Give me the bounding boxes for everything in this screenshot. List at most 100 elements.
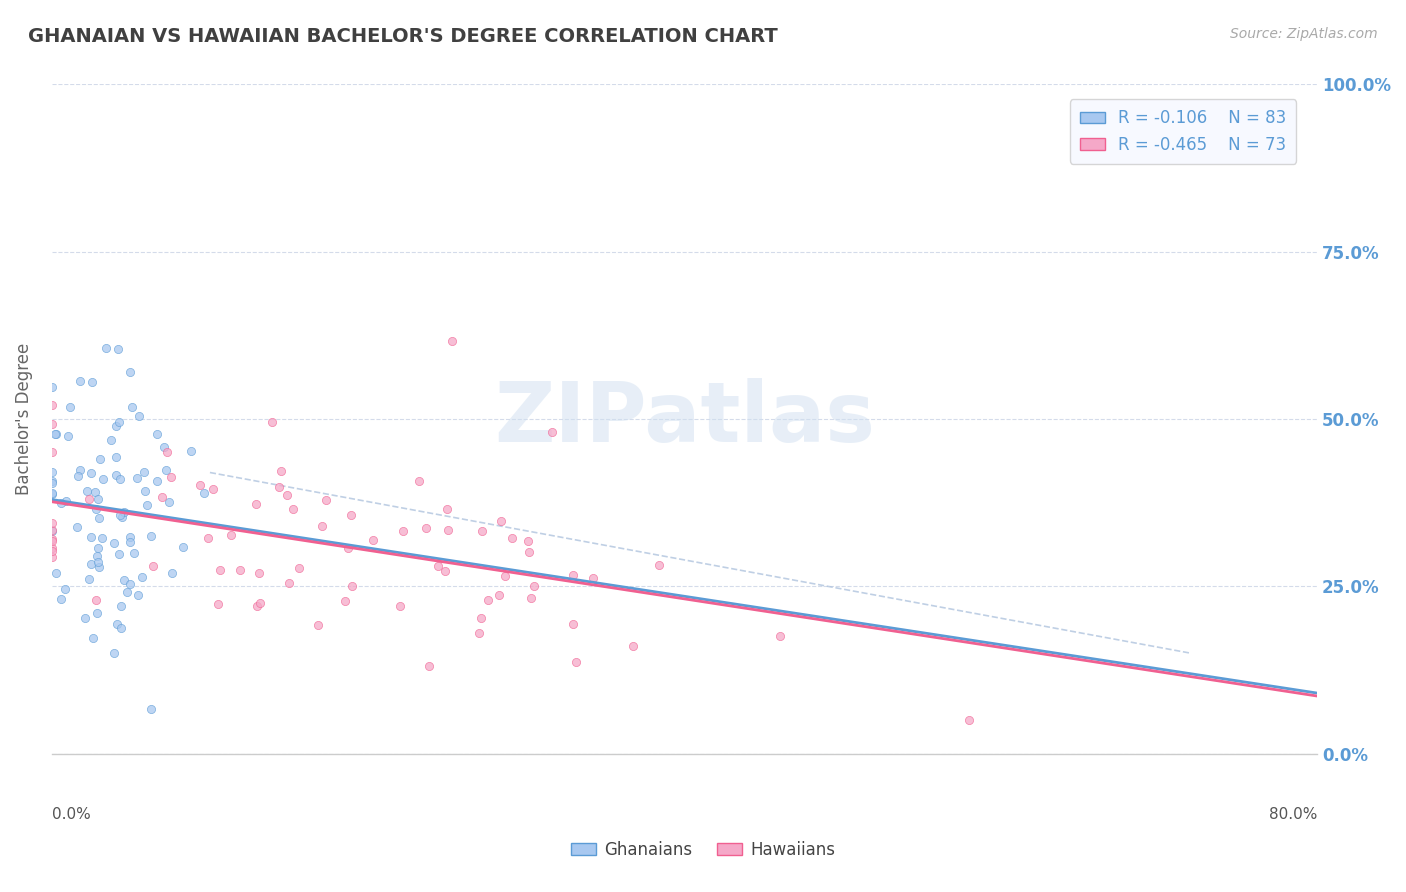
Point — [41, 445, 63, 459]
Point — [41, 550, 63, 565]
Text: ZIPatlas: ZIPatlas — [494, 378, 875, 459]
Point — [229, 564, 252, 578]
Point — [340, 508, 363, 523]
Point — [111, 509, 134, 524]
Point — [41, 474, 63, 488]
Point — [44, 427, 66, 442]
Point — [197, 531, 219, 545]
Point — [105, 616, 128, 631]
Point — [418, 658, 440, 673]
Point — [361, 533, 384, 547]
Point — [246, 599, 269, 613]
Point — [41, 487, 63, 501]
Point — [86, 606, 108, 620]
Point — [41, 417, 63, 431]
Text: 80.0%: 80.0% — [1268, 807, 1317, 822]
Point — [82, 631, 104, 645]
Point — [79, 467, 101, 481]
Point — [103, 646, 125, 660]
Point — [517, 545, 540, 559]
Point — [281, 502, 304, 516]
Point — [41, 485, 63, 500]
Point — [105, 450, 128, 465]
Point — [193, 486, 215, 500]
Point — [388, 599, 411, 614]
Point — [75, 611, 97, 625]
Point — [562, 616, 585, 631]
Point — [107, 343, 129, 357]
Point — [153, 440, 176, 454]
Legend: Ghanaians, Hawaiians: Ghanaians, Hawaiians — [564, 835, 842, 866]
Point — [41, 380, 63, 394]
Point — [340, 579, 363, 593]
Point — [488, 588, 510, 602]
Point — [125, 471, 148, 485]
Point — [128, 409, 150, 424]
Point — [56, 429, 79, 443]
Point — [142, 559, 165, 574]
Point — [315, 492, 337, 507]
Point — [122, 546, 145, 560]
Point — [160, 566, 183, 580]
Point — [103, 536, 125, 550]
Point — [55, 493, 77, 508]
Point — [94, 341, 117, 355]
Point — [53, 582, 76, 596]
Point — [562, 568, 585, 582]
Point — [110, 599, 132, 613]
Point — [120, 577, 142, 591]
Point — [89, 452, 111, 467]
Point — [333, 594, 356, 608]
Point — [105, 468, 128, 483]
Point — [269, 480, 291, 494]
Point — [470, 611, 492, 625]
Point — [41, 523, 63, 537]
Point — [132, 465, 155, 479]
Point — [159, 470, 181, 484]
Point — [201, 482, 224, 496]
Point — [59, 400, 82, 414]
Point — [69, 463, 91, 477]
Point — [80, 530, 103, 544]
Point — [115, 584, 138, 599]
Point — [408, 474, 430, 488]
Point — [41, 533, 63, 548]
Point — [277, 575, 299, 590]
Point — [45, 566, 67, 580]
Point — [100, 433, 122, 447]
Point — [90, 531, 112, 545]
Point — [66, 520, 89, 534]
Point — [41, 466, 63, 480]
Point — [501, 531, 523, 545]
Point — [87, 511, 110, 525]
Point — [155, 463, 177, 477]
Legend: R = -0.106    N = 83, R = -0.465    N = 73: R = -0.106 N = 83, R = -0.465 N = 73 — [1070, 100, 1296, 164]
Point — [69, 374, 91, 388]
Point — [433, 564, 456, 578]
Point — [139, 529, 162, 543]
Point — [86, 549, 108, 563]
Point — [520, 591, 543, 605]
Text: Source: ZipAtlas.com: Source: ZipAtlas.com — [1230, 27, 1378, 41]
Point — [468, 626, 491, 640]
Point — [245, 497, 267, 511]
Point — [44, 426, 66, 441]
Point — [769, 629, 792, 643]
Point — [207, 597, 229, 611]
Point — [249, 596, 271, 610]
Point — [156, 445, 179, 459]
Point — [440, 334, 463, 348]
Point — [84, 593, 107, 607]
Point — [41, 516, 63, 531]
Point — [127, 588, 149, 602]
Point — [270, 464, 292, 478]
Point — [41, 476, 63, 491]
Point — [66, 469, 89, 483]
Point — [565, 655, 588, 669]
Point — [134, 484, 156, 499]
Point — [41, 541, 63, 556]
Point — [477, 592, 499, 607]
Point — [108, 415, 131, 429]
Point — [427, 559, 450, 574]
Point — [516, 534, 538, 549]
